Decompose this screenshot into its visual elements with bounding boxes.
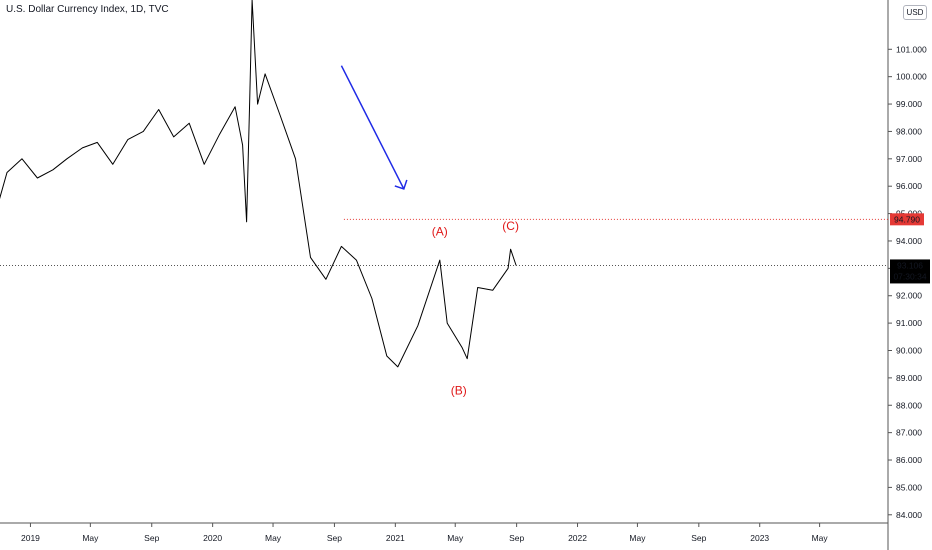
time-tick-label: May — [447, 533, 464, 543]
wave-label[interactable]: (C) — [502, 219, 519, 233]
price-tick-label: 89.000 — [896, 373, 922, 383]
price-tick-label: 97.000 — [896, 154, 922, 164]
price-tick-label: 86.000 — [896, 455, 922, 465]
time-tick-label: May — [265, 533, 282, 543]
price-tick-label: 92.000 — [896, 291, 922, 301]
wave-label[interactable]: (A) — [432, 224, 448, 238]
resistance-price-label: 94.790 — [894, 214, 920, 224]
wave-labels: (A) (B) (C) — [432, 219, 519, 397]
price-tick-label: 99.000 — [896, 99, 922, 109]
price-lines — [0, 218, 888, 266]
price-tick-label: 91.000 — [896, 318, 922, 328]
chart-title: U.S. Dollar Currency Index, 1D, TVC — [6, 4, 169, 15]
time-tick-label: Sep — [509, 533, 524, 543]
time-tick-label: 2022 — [568, 533, 587, 543]
price-tick-label: 96.000 — [896, 181, 922, 191]
price-tick-label: 94.000 — [896, 236, 922, 246]
price-tick-label: 98.000 — [896, 126, 922, 136]
price-tick-label: 90.000 — [896, 345, 922, 355]
arrow-shaft[interactable] — [340, 65, 405, 190]
time-tick-label: 2020 — [203, 533, 222, 543]
price-tick-label: 100.000 — [896, 72, 927, 82]
price-tick-label: 85.000 — [896, 482, 922, 492]
time-tick-label: May — [82, 533, 99, 543]
time-tick-label: 2023 — [750, 533, 769, 543]
arrow-head[interactable] — [394, 179, 408, 190]
trend-arrow[interactable] — [340, 65, 408, 190]
last-price-label: 93.106 — [897, 260, 923, 270]
wave-label[interactable]: (B) — [451, 383, 467, 397]
price-tick-label: 84.000 — [896, 510, 922, 520]
price-series-line — [0, 0, 517, 368]
countdown-label: 07:30:34 — [893, 271, 926, 281]
price-tick-label: 101.000 — [896, 44, 927, 54]
time-tick-label: May — [629, 533, 646, 543]
time-tick-label: 2019 — [21, 533, 40, 543]
time-tick-label: Sep — [144, 533, 159, 543]
price-tick-label: 87.000 — [896, 428, 922, 438]
currency-button[interactable]: USD — [903, 5, 927, 20]
time-tick-label: 2021 — [386, 533, 405, 543]
resistance-price-badge — [890, 213, 924, 226]
last-price-badge — [890, 259, 930, 284]
time-tick-label: Sep — [327, 533, 342, 543]
price-tick-label: 88.000 — [896, 400, 922, 410]
time-tick-label: Sep — [691, 533, 706, 543]
time-tick-label: May — [812, 533, 829, 543]
